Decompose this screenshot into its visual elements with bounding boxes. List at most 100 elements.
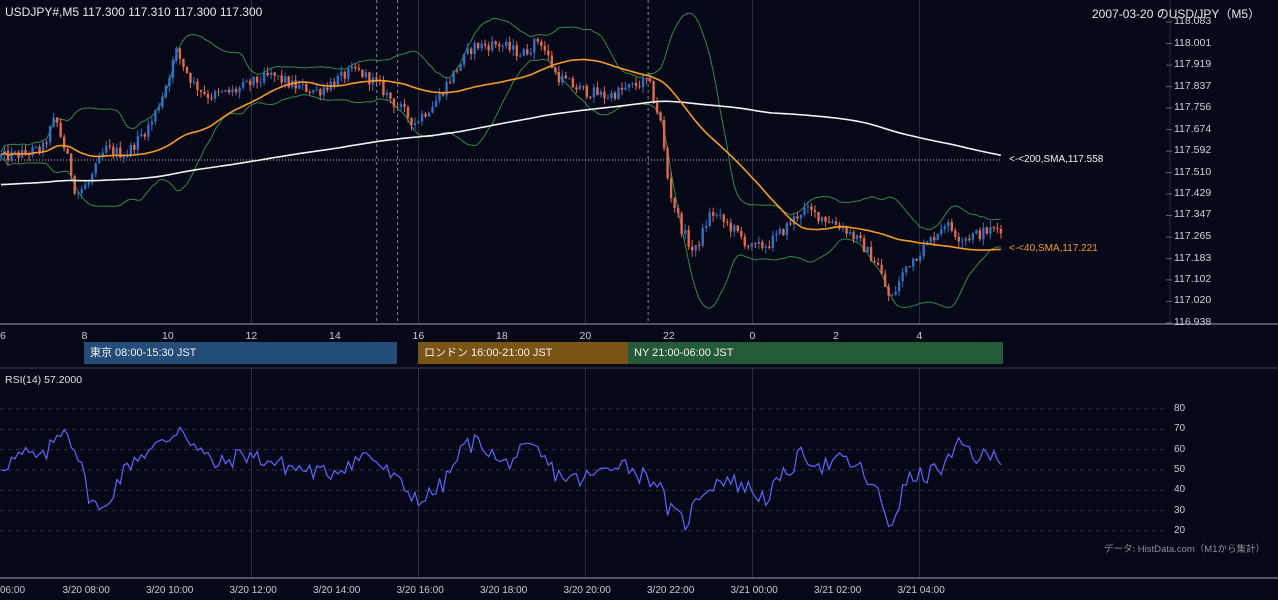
candle-body xyxy=(336,75,340,86)
candle-body xyxy=(312,90,315,93)
candle-body xyxy=(164,86,168,97)
candle-body xyxy=(582,85,585,87)
candle-body xyxy=(869,246,873,262)
candle-body xyxy=(48,126,52,143)
candle-body xyxy=(883,273,887,287)
candle-body xyxy=(322,87,325,96)
candle-body xyxy=(813,210,817,212)
price-tick-label: 117.265 xyxy=(1174,230,1212,243)
time-tick-label: 14 xyxy=(329,330,341,342)
price-tick-label: 117.756 xyxy=(1174,100,1212,113)
price-tick-label: 117.674 xyxy=(1174,122,1212,135)
candle-body xyxy=(294,80,297,89)
candle-body xyxy=(859,235,862,238)
date-tick-label: 3/20 12:00 xyxy=(229,585,277,596)
candle-body xyxy=(912,258,915,267)
time-tick-label: 22 xyxy=(663,330,675,342)
candle-body xyxy=(262,72,266,83)
sma200-label: <-<200,SMA,117.558 xyxy=(1009,154,1104,165)
candle-body xyxy=(792,216,796,225)
sma40-line xyxy=(0,58,1001,251)
candle-body xyxy=(199,90,203,92)
candle-body xyxy=(571,78,575,88)
time-tick-label: 6 xyxy=(0,330,6,342)
candle-body xyxy=(771,235,775,249)
candle-body xyxy=(789,223,792,225)
candle-body xyxy=(564,75,568,79)
candle-body xyxy=(557,72,561,83)
time-tick-label: 0 xyxy=(749,330,756,342)
candle-body xyxy=(185,66,189,74)
candle-body xyxy=(743,236,746,246)
candle-body xyxy=(694,245,697,251)
candle-body xyxy=(733,225,736,232)
candle-body xyxy=(308,91,311,93)
candle-body xyxy=(161,96,164,107)
candle-body xyxy=(168,78,171,87)
candle-body xyxy=(455,70,459,72)
candle-body xyxy=(554,67,557,73)
candle-body xyxy=(515,45,518,57)
candle-body xyxy=(968,238,971,240)
candle-body xyxy=(845,227,848,234)
time-tick-label: 10 xyxy=(162,330,174,342)
candle-body xyxy=(238,87,241,93)
candle-body xyxy=(171,60,175,79)
candle-body xyxy=(708,212,711,226)
candle-body xyxy=(389,92,392,99)
chart-title: 2007-03-20 のUSD/JPY（M5） xyxy=(1092,7,1261,21)
candle-body xyxy=(101,152,104,157)
candle-body xyxy=(315,89,318,91)
candle-body xyxy=(624,87,627,90)
candle-body xyxy=(368,72,371,85)
candle-body xyxy=(94,163,97,174)
bollinger-bands xyxy=(0,12,1001,309)
candle-body xyxy=(736,225,739,232)
candle-body xyxy=(340,71,343,76)
candle-body xyxy=(568,78,571,80)
candle-body xyxy=(915,258,918,261)
candle-body xyxy=(866,246,869,253)
candle-body xyxy=(385,92,389,95)
candle-body xyxy=(392,98,396,107)
candle-body xyxy=(34,146,38,148)
candle-body xyxy=(592,87,596,98)
candle-body xyxy=(476,42,480,49)
candle-body xyxy=(701,227,704,246)
candle-body xyxy=(750,243,754,247)
candle-body xyxy=(722,214,725,222)
candle-body xyxy=(213,91,217,99)
candle-body xyxy=(427,112,431,117)
candle-body xyxy=(255,76,259,83)
candle-body xyxy=(399,104,403,107)
candle-body xyxy=(350,66,354,69)
candle-body xyxy=(406,107,410,118)
date-tick-label: 3/21 02:00 xyxy=(814,585,862,596)
candle-body xyxy=(494,41,497,45)
candle-body xyxy=(354,66,357,69)
candle-body xyxy=(676,208,680,214)
candle-body xyxy=(943,226,946,230)
candle-body xyxy=(852,232,855,240)
candle-body xyxy=(231,89,234,93)
candle-body xyxy=(599,91,603,95)
candle-body xyxy=(754,243,757,245)
bollinger-lower xyxy=(0,58,1001,309)
candle-body xyxy=(24,149,27,154)
candle-body xyxy=(10,151,13,160)
candle-body xyxy=(634,83,638,87)
candle-body xyxy=(122,156,125,158)
rsi-tick-label: 70 xyxy=(1174,423,1186,435)
candle-body xyxy=(922,244,925,257)
candle-body xyxy=(740,231,743,237)
time-tick-label: 4 xyxy=(916,330,923,342)
candle-body xyxy=(466,48,469,54)
candle-body xyxy=(227,89,231,93)
candle-body xyxy=(108,145,111,147)
candle-body xyxy=(690,246,694,251)
candle-body xyxy=(483,43,487,46)
candle-body xyxy=(726,221,729,223)
candle-body xyxy=(901,272,904,282)
candle-body xyxy=(480,43,483,49)
candle-body xyxy=(248,81,252,86)
